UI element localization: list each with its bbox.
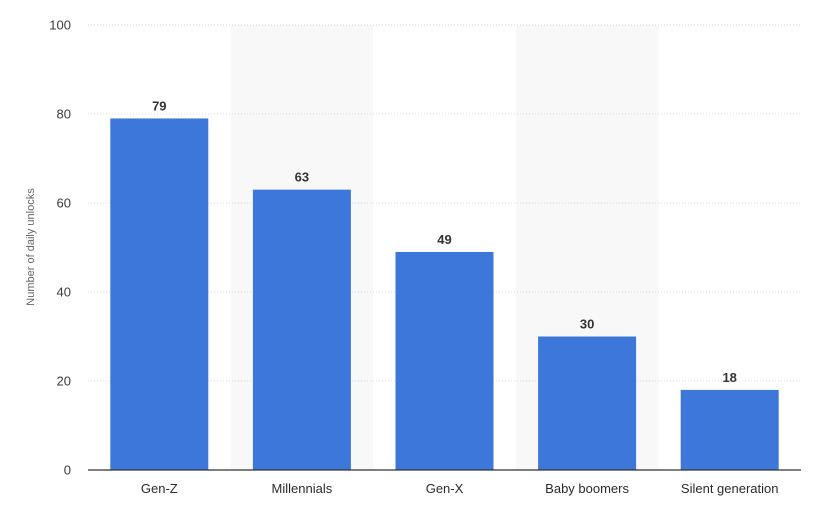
- bar: [395, 251, 494, 470]
- x-category-label: Millennials: [272, 481, 333, 496]
- bar: [538, 336, 637, 470]
- y-tick-label: 20: [57, 374, 71, 389]
- bar: [110, 118, 209, 470]
- x-axis-categories: Gen-Z Millennials Gen-X Baby boomers Silent …: [141, 481, 779, 496]
- y-tick-label: 80: [57, 107, 71, 122]
- y-tick-label: 100: [49, 18, 71, 33]
- y-axis-ticks: 0 20 40 60 80 100: [49, 18, 71, 478]
- gridlines: [88, 24, 801, 382]
- x-category-label: Silent generation: [681, 481, 779, 496]
- data-label: 18: [722, 370, 736, 385]
- y-tick-label: 40: [57, 285, 71, 300]
- y-axis-label: Number of daily unlocks: [25, 188, 37, 306]
- x-category-label: Gen-Z: [141, 481, 178, 496]
- bar: [680, 389, 779, 470]
- data-label: 30: [580, 317, 594, 332]
- y-tick-label: 0: [64, 463, 71, 478]
- data-labels: 79 63 49 30 18: [152, 98, 737, 384]
- x-category-label: Gen-X: [426, 481, 464, 496]
- data-label: 79: [152, 98, 166, 113]
- y-tick-label: 60: [57, 196, 71, 211]
- data-label: 49: [437, 232, 451, 247]
- data-label: 63: [295, 170, 309, 185]
- bars: [110, 118, 779, 470]
- bar: [252, 189, 351, 470]
- x-category-label: Baby boomers: [545, 481, 629, 496]
